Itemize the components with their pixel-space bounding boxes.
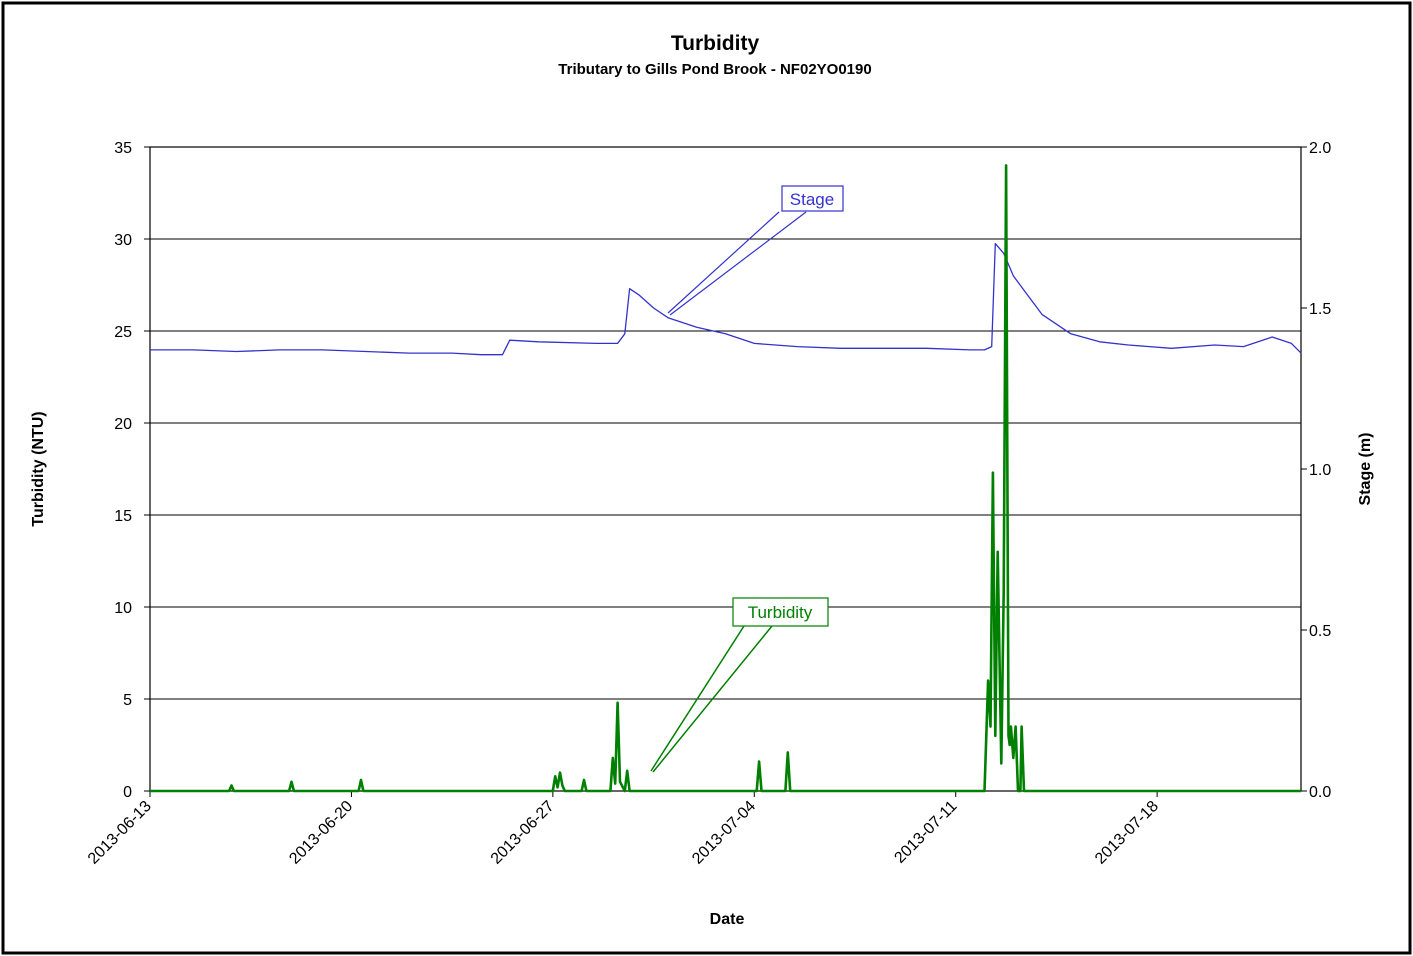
stage-series-line	[150, 242, 1302, 356]
y-tick-label-right: 1.0	[1309, 462, 1331, 479]
turbidity-callout-leader	[652, 625, 773, 773]
turbidity-series-line	[150, 164, 1301, 793]
turbidity-callout-leader	[650, 625, 745, 772]
stage-callout-leader	[667, 211, 780, 314]
y-tick-label-left: 5	[123, 692, 132, 709]
left-axis: 0 5 10 15 20 25 30 35	[114, 140, 150, 801]
y-tick-label-left: 0	[123, 784, 132, 801]
gridlines	[150, 146, 1301, 792]
stage-callout: Stage	[667, 185, 844, 316]
x-axis-title: Date	[710, 911, 745, 928]
turbidity-callout-label: Turbidity	[748, 603, 813, 622]
stage-callout-label: Stage	[790, 190, 834, 209]
series-layer	[150, 164, 1302, 793]
y-axis-title-right: Stage (m)	[1357, 433, 1374, 506]
y-tick-label-right: 1.5	[1309, 301, 1331, 318]
right-axis: 0.0 0.5 1.0 1.5 2.0	[1301, 140, 1331, 801]
y-tick-label-left: 25	[114, 324, 132, 341]
y-tick-label-right: 0.0	[1309, 784, 1331, 801]
chart-subtitle: Tributary to Gills Pond Brook - NF02YO01…	[558, 61, 871, 78]
y-tick-label-left: 30	[114, 232, 132, 249]
y-tick-label-right: 0.5	[1309, 623, 1331, 640]
stage-callout-leader	[669, 211, 807, 316]
turbidity-callout: Turbidity	[650, 597, 829, 773]
y-axis-title-left: Turbidity (NTU)	[30, 411, 47, 526]
y-tick-label-left: 10	[114, 600, 132, 617]
turbidity-callout-box	[732, 597, 829, 627]
y-tick-label-left: 15	[114, 508, 132, 525]
y-tick-label-left: 35	[114, 140, 132, 157]
y-tick-label-right: 2.0	[1309, 140, 1331, 157]
chart-title: Turbidity	[671, 32, 760, 55]
y-tick-label-left: 20	[114, 416, 132, 433]
stage-callout-box	[781, 185, 844, 212]
